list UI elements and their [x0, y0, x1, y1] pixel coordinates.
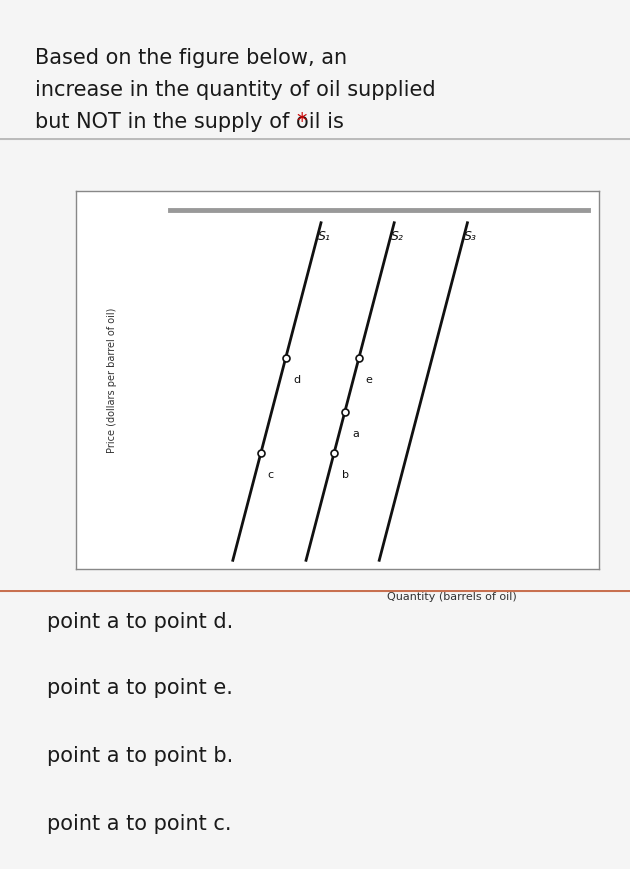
- Text: c: c: [267, 470, 273, 480]
- Text: increase in the quantity of oil supplied: increase in the quantity of oil supplied: [35, 80, 435, 100]
- Text: Quantity (barrels of oil): Quantity (barrels of oil): [387, 592, 517, 602]
- Text: point a to point e.: point a to point e.: [47, 678, 233, 698]
- Text: e: e: [365, 375, 372, 384]
- Text: S₁: S₁: [318, 230, 331, 243]
- Text: b: b: [342, 470, 349, 480]
- Text: point a to point b.: point a to point b.: [47, 746, 234, 766]
- Text: point a to point d.: point a to point d.: [47, 612, 234, 632]
- Text: a: a: [353, 429, 360, 439]
- Text: S₂: S₂: [391, 230, 404, 243]
- Text: Price (dollars per barrel of oil): Price (dollars per barrel of oil): [107, 308, 117, 453]
- Text: d: d: [294, 375, 301, 384]
- Text: Based on the figure below, an: Based on the figure below, an: [35, 48, 346, 68]
- Text: point a to point c.: point a to point c.: [47, 814, 232, 834]
- Text: *: *: [296, 112, 306, 132]
- Text: but NOT in the supply of oil is: but NOT in the supply of oil is: [35, 112, 350, 132]
- Text: S₃: S₃: [464, 230, 477, 243]
